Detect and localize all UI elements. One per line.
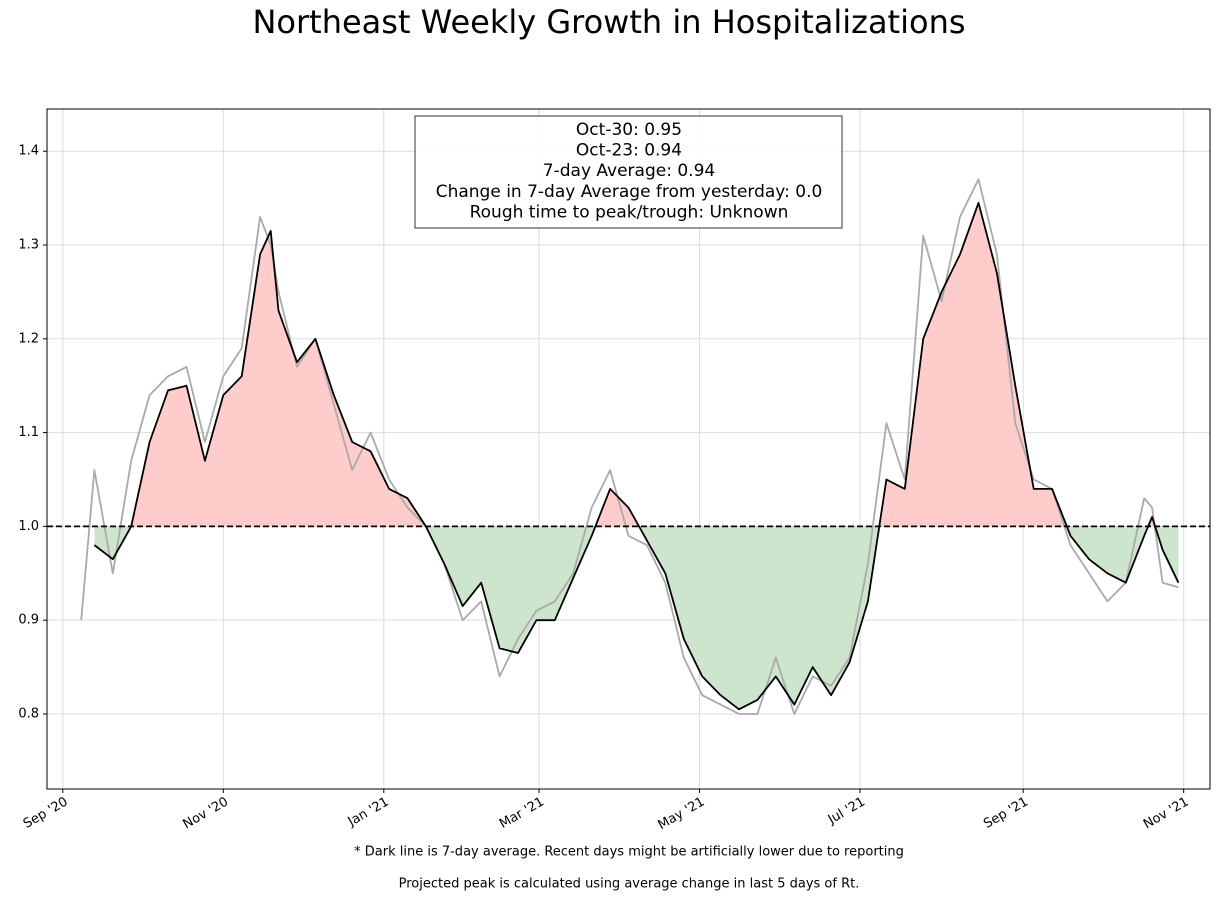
x-tick-label: Mar '21: [497, 795, 547, 832]
x-tick-label: Jul '21: [825, 795, 868, 828]
y-tick-label: 1.2: [18, 331, 39, 346]
annotation-line: Rough time to peak/trough: Unknown: [470, 202, 789, 222]
area-above: [94, 202, 1179, 527]
x-tick-label: Sep '20: [21, 795, 71, 832]
annotation-line: Oct-30: 0.95: [576, 120, 682, 140]
axes-frame: [46, 108, 1211, 790]
x-tick-label: May '21: [656, 795, 708, 834]
x-tick-label: Nov '21: [1141, 795, 1191, 833]
annotation-box: [414, 115, 843, 229]
y-tick-label: 0.8: [18, 706, 39, 721]
plot-area: [47, 178, 1210, 715]
chart-title: Northeast Weekly Growth in Hospitalizati…: [252, 3, 965, 41]
y-tick-label: 1.3: [18, 238, 39, 253]
x-tick-label: Jan '21: [345, 795, 392, 831]
y-tick-label: 1.0: [18, 519, 39, 534]
footnote: Projected peak is calculated using avera…: [399, 877, 860, 892]
y-tick-label: 1.4: [18, 144, 39, 159]
x-tick-label: Sep '21: [981, 795, 1031, 832]
annotation-line: Oct-23: 0.94: [576, 141, 682, 161]
y-tick-label: 1.1: [18, 425, 39, 440]
line: [80, 178, 1179, 715]
annotation-line: 7-day Average: 0.94: [543, 161, 715, 181]
footnote: * Dark line is 7-day average. Recent day…: [354, 845, 904, 860]
y-tick-label: 0.9: [18, 613, 39, 628]
annotation-line: Change in 7-day Average from yesterday: …: [436, 182, 823, 202]
x-tick-label: Nov '20: [181, 795, 231, 833]
line: [93, 201, 1180, 711]
